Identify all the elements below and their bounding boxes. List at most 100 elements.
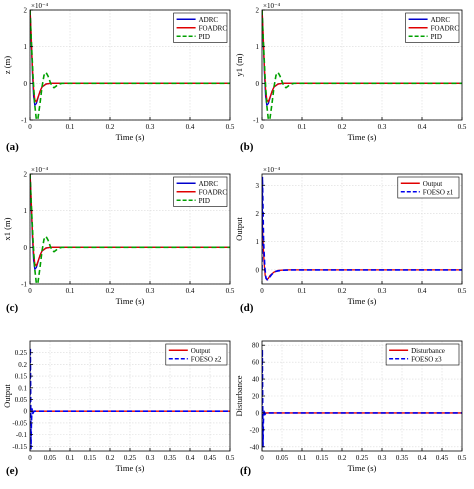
y-tick-label: -1 [21,281,27,289]
y-tick-label: 0 [256,266,260,274]
x-tick-label: 0.05 [44,454,57,462]
y-axis-label: Disturbance [234,375,244,416]
x-tick-label: 0.1 [298,454,307,462]
y-axis-label: z (m) [2,56,12,74]
x-tick-label: 0.1 [298,123,307,131]
x-tick-label: 0 [260,287,264,295]
x-axis-label: Time (s) [116,463,145,473]
panel-letter-f: (f) [240,465,251,477]
x-tick-label: 0.1 [66,123,75,131]
y-tick-label: 1 [256,238,260,246]
x-tick-label: 0.05 [276,454,289,462]
legend-entry: PID [199,197,210,205]
legend-entry: ADRC [199,16,219,24]
y-tick-label: -0.15 [12,443,27,451]
x-tick-label: 0.35 [396,454,409,462]
x-tick-label: 0.5 [226,287,235,295]
y-tick-label: 0.05 [15,396,28,404]
y-tick-label: 0.2 [18,361,27,369]
legend-box [385,343,460,366]
y-tick-label: 0 [256,80,260,88]
legend-entry: ADRC [431,16,451,24]
y-axis-label: x1 (m) [2,217,12,240]
x-axis-label: Time (s) [348,132,377,142]
x-tick-label: 0.5 [226,454,235,462]
y-tick-label: -40 [250,443,260,451]
series-line-foeso-z1 [262,176,462,281]
panel-letter-d: (d) [240,302,254,314]
x-tick-label: 0 [260,123,264,131]
x-tick-label: 0.25 [356,454,369,462]
y-tick-label: 2 [24,7,28,15]
x-tick-label: 0.5 [458,123,467,131]
x-tick-label: 0.1 [298,287,307,295]
y-tick-label: 20 [252,393,260,401]
y-tick-label: 40 [252,376,260,384]
x-tick-label: 0.2 [106,454,115,462]
legend-entry: Output [423,180,443,188]
y-tick-label: 0 [256,409,260,417]
x-tick-label: 0.4 [418,123,427,131]
legend-entry: Output [191,347,211,355]
panel-letter-c: (c) [6,302,19,314]
y-tick-label: 0 [24,80,28,88]
x-tick-label: 0.2 [106,287,115,295]
y-tick-label: 0 [24,408,28,416]
y-tick-label: 1 [256,43,260,51]
legend-entry: PID [199,33,210,41]
y-tick-label: 0.1 [18,384,27,392]
x-tick-label: 0.4 [418,287,427,295]
y-tick-label: -0.1 [16,431,28,439]
x-tick-label: 0 [28,123,32,131]
y-axis-label: y1 (m) [234,53,244,76]
x-tick-label: 0.3 [146,454,155,462]
x-tick-label: 0.2 [106,123,115,131]
y-tick-label: 2 [256,7,260,15]
x-tick-label: 0.5 [458,454,467,462]
y-tick-label: -1 [21,117,27,125]
y-tick-label: 0 [24,244,28,252]
legend-entry: FOESO z2 [191,355,222,363]
x-tick-label: 0.45 [204,454,217,462]
x-tick-label: 0.1 [66,454,75,462]
legend-box [165,343,228,366]
x-tick-label: 0.45 [436,454,449,462]
x-tick-label: 0.2 [338,287,347,295]
x-tick-label: 0.3 [146,287,155,295]
x-tick-label: 0.3 [378,287,387,295]
x-tick-label: 0.25 [124,454,137,462]
legend-box [397,176,460,199]
x-tick-label: 0.4 [418,454,427,462]
x-tick-label: 0.2 [338,123,347,131]
x-tick-label: 0.35 [164,454,177,462]
y-tick-label: 60 [252,359,260,367]
legend-entry: FOADRC [431,24,460,32]
series-line-foeso-z3 [262,348,462,448]
legend-entry: ADRC [199,180,219,188]
x-tick-label: 0.3 [146,123,155,131]
y-tick-label: 3 [256,182,260,190]
legend-entry: PID [431,33,442,41]
y-tick-label: -1 [253,117,259,125]
panel-letter-b: (b) [240,141,254,153]
y-axis-label: Output [234,217,244,241]
axes-frame [261,173,463,285]
y-tick-label: 2 [256,210,260,218]
panel-letter-a: (a) [6,141,19,153]
x-tick-label: 0 [28,287,32,295]
legend-entry: FOADRC [199,188,228,196]
x-tick-label: 0.4 [186,123,195,131]
y-exponent-label: ×10⁻⁴ [263,166,281,174]
y-exponent-label: ×10⁻⁴ [263,2,281,10]
x-axis-label: Time (s) [348,463,377,473]
panel-letter-e: (e) [6,465,19,477]
x-tick-label: 0.2 [338,454,347,462]
axes-frame [261,9,463,121]
y-tick-label: 80 [252,342,260,350]
x-tick-label: 0.3 [378,123,387,131]
y-tick-label: 0.25 [15,349,28,357]
